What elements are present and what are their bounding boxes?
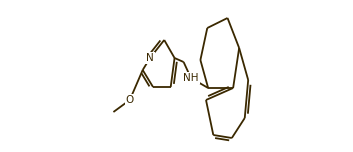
Text: N: N	[146, 53, 154, 63]
Text: O: O	[126, 95, 134, 105]
Text: NH: NH	[183, 73, 199, 83]
